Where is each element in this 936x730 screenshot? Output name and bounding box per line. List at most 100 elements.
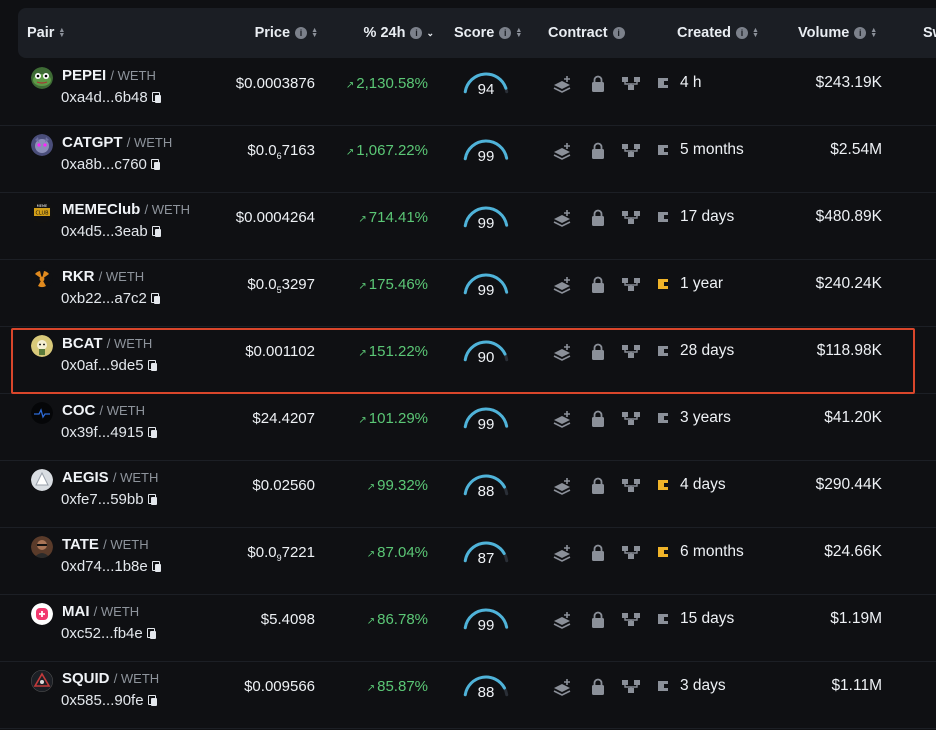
coin-icon [658,279,668,289]
copy-icon[interactable] [147,427,157,438]
header-change-label: % 24h [363,25,406,41]
pair-name[interactable]: CATGPT / WETH [62,134,172,151]
coin-icon [658,547,668,557]
table-row[interactable]: CATGPT / WETH 0xa8b...c760 $0.067163 ↗ 1,… [0,126,936,193]
trend-up-icon: ↗ [366,616,376,627]
header-score[interactable]: Score i ▲ ▼ [454,8,522,58]
change-value: 175.46% [368,276,428,293]
lock-icon [592,477,604,494]
price-value: $24.4207 [252,410,315,429]
info-icon: i [499,27,512,39]
table-row[interactable]: COC / WETH 0x39f...4915 $24.4207 ↗ 101.29… [0,394,936,461]
price-value: $0.009566 [244,678,315,697]
header-contract[interactable]: Contract i [548,8,625,58]
info-icon: i [295,27,308,39]
change-24h: ↗ 86.78% [367,611,428,628]
token-avatar [31,134,53,156]
header-price[interactable]: Price i ▲ ▼ [255,8,318,58]
pair-name[interactable]: RKR / WETH [62,268,144,285]
price-tail: 7163 [281,142,315,159]
change-value: 87.04% [377,544,428,561]
price-value: $0.02560 [252,477,315,496]
score-value: 99 [477,617,495,634]
lock-icon [592,209,604,226]
quote-token: / WETH [110,68,156,83]
copy-icon[interactable] [151,92,161,103]
token-avatar [31,670,53,692]
header-swaps[interactable]: Sw [923,8,936,58]
table-row[interactable]: CLUB MEME MEMEClub / WETH 0x4d5...3eab $0… [0,193,936,260]
header-pair[interactable]: Pair ▲ ▼ [27,8,65,58]
score-value: 88 [477,483,495,500]
copy-icon[interactable] [150,293,160,304]
header-volume[interactable]: Volume i ▲ ▼ [798,8,877,58]
created-age: 15 days [680,610,735,627]
price-main: $0.009566 [244,678,315,695]
trend-up-icon: ↗ [358,281,367,292]
layers-plus-icon [553,277,571,294]
layers-plus-icon [553,344,571,361]
coin-icon [658,480,668,490]
table-row[interactable]: AEGIS / WETH 0xfe7...59bb $0.02560 ↗ 99.3… [0,461,936,528]
pair-name[interactable]: MAI / WETH [62,603,139,620]
header-contract-label: Contract [548,25,608,41]
pair-name[interactable]: COC / WETH [62,402,145,419]
token-symbol: SQUID [62,670,110,687]
change-24h: ↗ 714.41% [358,209,428,226]
change-value: 1,067.22% [356,142,428,159]
token-address: 0xd74...1b8e [61,558,161,575]
score-gauge: 88 [461,672,511,702]
table-row[interactable]: PEPEI / WETH 0xa4d...6b48 $0.0003876 ↗ 2,… [0,59,936,126]
copy-icon[interactable] [150,159,160,170]
score-value: 99 [477,282,495,299]
layers-plus-icon [553,679,571,696]
price-zero-count: 5 [276,285,282,295]
pair-name[interactable]: SQUID / WETH [62,670,159,687]
header-created[interactable]: Created i ▲ ▼ [677,8,759,58]
pair-name[interactable]: MEMEClub / WETH [62,201,190,218]
table-row[interactable]: RKR / WETH 0xb22...a7c2 $0.053297 ↗ 175.4… [0,260,936,327]
pair-name[interactable]: TATE / WETH [62,536,149,553]
quote-token: / WETH [113,671,160,686]
token-symbol: TATE [62,536,99,553]
table-row[interactable]: MAI / WETH 0xc52...fb4e $5.4098 ↗ 86.78% … [0,595,936,662]
copy-icon[interactable] [151,226,161,237]
copy-icon[interactable] [147,494,157,505]
token-symbol: BCAT [62,335,103,352]
network-icon [622,278,640,291]
token-symbol: AEGIS [62,469,109,486]
layers-plus-icon [553,76,571,93]
change-24h: ↗ 99.32% [367,477,428,494]
coin-icon [658,681,668,691]
copy-icon[interactable] [146,628,156,639]
pair-name[interactable]: PEPEI / WETH [62,67,156,84]
trend-up-icon: ↗ [345,80,355,91]
copy-icon[interactable] [151,561,161,572]
header-change[interactable]: % 24h i ⌄ [364,8,434,58]
score-value: 99 [477,416,495,433]
address-text: 0xa4d...6b48 [61,89,148,106]
header-pair-label: Pair [27,25,55,41]
layers-plus-icon [553,210,571,227]
score-value: 99 [477,215,495,232]
copy-icon[interactable] [147,360,157,371]
pair-name[interactable]: BCAT / WETH [62,335,152,352]
copy-icon[interactable] [147,695,157,706]
score-value: 90 [477,349,495,366]
table-row[interactable]: SQUID / WETH 0x585...90fe $0.009566 ↗ 85.… [0,662,936,729]
info-icon: i [410,27,423,39]
pair-name[interactable]: AEGIS / WETH [62,469,158,486]
price-main: $0.0 [247,276,277,293]
network-icon [622,345,640,358]
created-age: 6 months [680,543,744,560]
price-value: $0.067163 [247,142,315,161]
table-row[interactable]: TATE / WETH 0xd74...1b8e $0.097221 ↗ 87.0… [0,528,936,595]
quote-token: / WETH [103,537,149,552]
price-main: $0.001102 [245,343,315,360]
volume-value: $480.89K [815,208,882,225]
sort-icon: ▲ ▼ [515,27,523,39]
change-24h: ↗ 2,130.58% [346,75,428,92]
token-address: 0x0af...9de5 [61,357,157,374]
lock-icon [592,276,604,293]
price-tail: 7221 [281,544,315,561]
